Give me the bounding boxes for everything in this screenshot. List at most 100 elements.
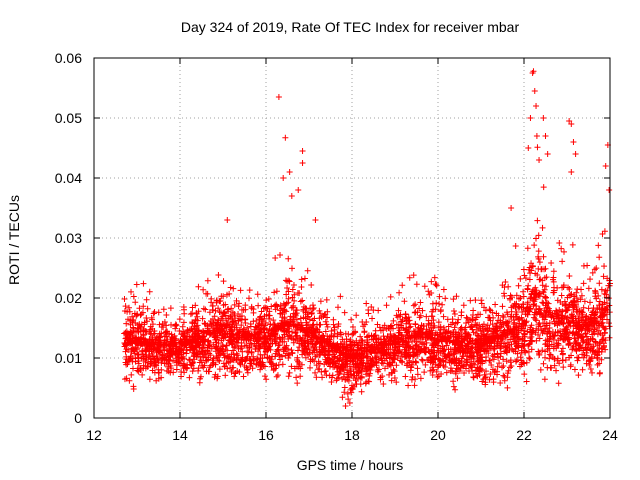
data-point xyxy=(229,356,236,363)
data-point xyxy=(378,355,385,362)
data-point xyxy=(428,335,435,342)
data-point xyxy=(157,349,164,356)
data-point xyxy=(237,345,244,352)
data-point xyxy=(265,355,272,362)
data-point xyxy=(456,331,463,338)
data-point xyxy=(276,352,283,359)
data-point xyxy=(348,316,355,323)
data-point xyxy=(412,320,419,327)
data-point xyxy=(493,323,500,330)
data-point xyxy=(411,309,418,316)
data-point xyxy=(540,184,547,191)
data-point xyxy=(580,334,587,341)
data-point xyxy=(476,344,483,351)
data-point xyxy=(270,361,277,368)
data-point xyxy=(592,310,599,317)
data-point xyxy=(435,373,442,380)
data-point xyxy=(542,314,549,321)
data-point xyxy=(216,366,223,373)
data-point xyxy=(401,298,408,305)
data-point xyxy=(416,314,423,321)
data-point xyxy=(591,314,598,321)
data-point xyxy=(297,335,304,342)
data-point xyxy=(551,362,558,369)
data-point xyxy=(146,353,153,360)
data-point xyxy=(348,389,355,396)
data-point xyxy=(304,351,311,358)
data-point xyxy=(226,328,233,335)
data-point xyxy=(450,383,457,390)
data-point xyxy=(428,289,435,296)
data-point xyxy=(520,330,527,337)
data-point xyxy=(595,242,602,249)
data-point xyxy=(348,371,355,378)
data-point xyxy=(377,374,384,381)
data-point xyxy=(347,342,354,349)
data-point xyxy=(263,297,270,304)
data-point xyxy=(604,316,611,323)
data-point xyxy=(551,356,558,363)
data-point xyxy=(207,330,214,337)
data-point xyxy=(564,314,571,321)
data-point xyxy=(243,342,250,349)
data-point xyxy=(297,325,304,332)
data-point xyxy=(310,326,317,333)
data-point xyxy=(575,324,582,331)
data-point xyxy=(439,343,446,350)
data-point xyxy=(321,349,328,356)
data-point xyxy=(262,319,269,326)
data-point xyxy=(367,366,374,373)
data-point xyxy=(243,335,250,342)
data-point xyxy=(453,293,460,300)
data-point xyxy=(516,320,523,327)
data-point xyxy=(590,328,597,335)
data-point xyxy=(459,345,466,352)
data-point xyxy=(479,340,486,347)
data-point xyxy=(525,266,532,273)
data-point xyxy=(465,319,472,326)
data-point xyxy=(121,343,128,350)
data-point xyxy=(568,169,575,175)
data-point xyxy=(124,361,131,368)
data-point xyxy=(299,347,306,354)
data-point xyxy=(518,340,525,347)
data-point xyxy=(506,295,513,302)
data-point xyxy=(469,337,476,344)
data-point xyxy=(507,357,514,364)
data-point xyxy=(209,316,216,323)
data-point xyxy=(472,297,479,304)
data-point xyxy=(542,326,549,333)
data-point xyxy=(241,331,248,338)
data-point xyxy=(144,305,151,312)
data-point xyxy=(522,349,529,356)
data-point xyxy=(396,289,403,296)
data-point xyxy=(593,354,600,361)
data-point xyxy=(512,324,519,331)
data-point xyxy=(293,357,300,364)
data-point xyxy=(221,354,228,361)
data-point xyxy=(517,275,524,282)
data-point xyxy=(405,344,412,351)
data-point xyxy=(244,366,251,373)
data-point xyxy=(385,340,392,347)
data-point xyxy=(134,351,141,358)
data-point xyxy=(192,344,199,351)
data-point xyxy=(483,325,490,332)
data-point xyxy=(598,356,605,363)
data-point xyxy=(497,327,504,334)
data-point xyxy=(168,338,175,345)
data-point xyxy=(286,369,293,376)
data-point xyxy=(285,288,292,295)
data-point xyxy=(450,329,457,336)
data-point xyxy=(522,275,529,282)
data-point xyxy=(596,360,603,367)
data-point xyxy=(189,310,196,317)
data-point xyxy=(402,353,409,360)
data-point xyxy=(387,331,394,338)
data-point xyxy=(167,369,174,376)
data-point xyxy=(560,283,567,290)
data-point xyxy=(536,320,543,327)
data-point xyxy=(326,363,333,370)
data-point xyxy=(293,374,300,381)
data-point xyxy=(396,329,403,336)
